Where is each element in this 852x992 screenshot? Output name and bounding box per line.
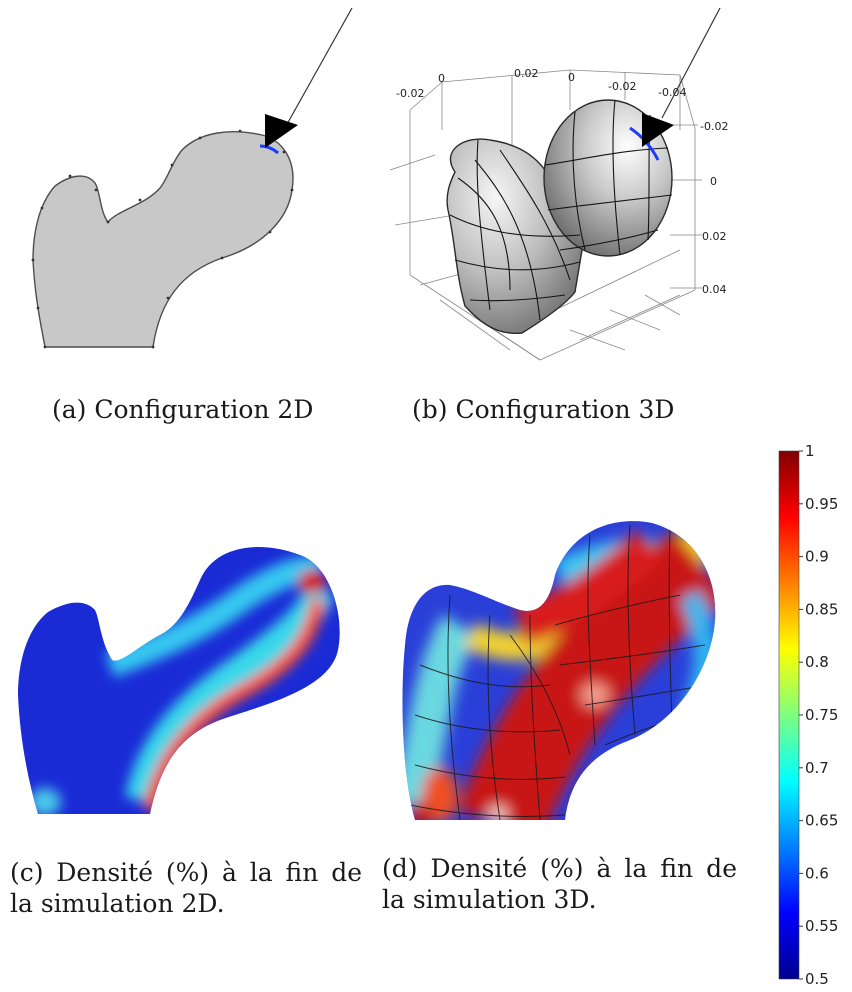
colorbar-tick-label: 0.6 <box>805 864 829 882</box>
axis-label: 0.04 <box>702 283 727 296</box>
colorbar-gradient <box>778 450 800 980</box>
axis-label: 0 <box>438 72 445 85</box>
panel-b-3d-configuration: -0.02 0 0.02 0 -0.02 -0.04 -0.02 0 0.02 … <box>380 0 740 380</box>
caption-b: (b) Configuration 3D <box>412 395 675 424</box>
axis-label: -0.02 <box>700 120 728 133</box>
axis-label: 0 <box>568 71 575 84</box>
panel-c-2d-density <box>0 540 370 830</box>
colorbar-tick-label: 0.9 <box>805 548 829 566</box>
load-direction-line <box>661 7 721 119</box>
load-direction-line <box>285 7 353 127</box>
density-map-3d <box>402 521 716 821</box>
caption-c: (c) Densité (%) à la fin de la simulatio… <box>10 858 362 918</box>
colorbar-tick-label: 0.95 <box>805 495 838 513</box>
colorbar-tick-label: 0.8 <box>805 653 829 671</box>
colorbar-scale: 1 0.95 0.9 0.85 0.8 0.75 0.7 0.65 0.6 0.55 0.5 <box>778 442 838 988</box>
density-map-2d <box>18 547 340 815</box>
femur-2d-geometry <box>31 7 353 349</box>
axis-label: -0.04 <box>658 86 686 99</box>
colorbar: 1 0.95 0.9 0.85 0.8 0.75 0.7 0.65 0.6 0.55 0.5 <box>772 438 852 992</box>
colorbar-tick-label: 0.75 <box>805 706 838 724</box>
colorbar-tick-label: 0.65 <box>805 812 838 830</box>
colorbar-tick-label: 0.85 <box>805 600 838 618</box>
axis-label: 0.02 <box>702 230 727 243</box>
load-arrow-icon <box>265 114 298 148</box>
caption-a: (a) Configuration 2D <box>52 395 314 424</box>
load-arrow-icon <box>642 113 674 147</box>
panel-d-3d-density <box>390 515 730 835</box>
colorbar-tick-label: 0.7 <box>805 759 829 777</box>
colorbar-tick-label: 0.5 <box>805 970 829 988</box>
femur-3d-geometry: -0.02 0 0.02 0 -0.02 -0.04 -0.02 0 0.02 … <box>389 7 728 361</box>
colorbar-tick-label: 1 <box>805 442 815 460</box>
axis-label: 0 <box>710 175 717 188</box>
caption-d: (d) Densité (%) à la fin de la simulatio… <box>382 854 737 914</box>
panel-a-2d-configuration <box>0 0 360 360</box>
axis-label: -0.02 <box>608 80 636 93</box>
colorbar-tick-label: 0.55 <box>805 917 838 935</box>
axis-label: -0.02 <box>396 87 424 100</box>
axis-label: 0.02 <box>514 67 539 80</box>
